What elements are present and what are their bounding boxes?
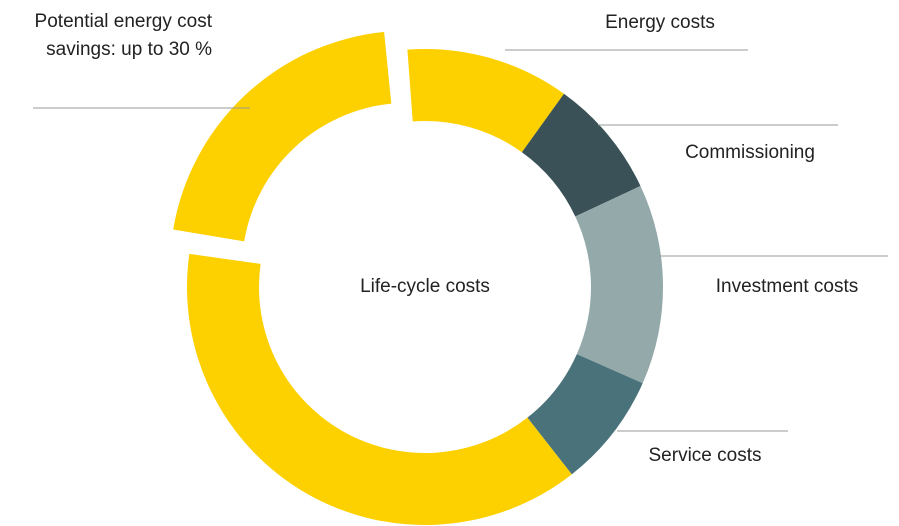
slice-label: Energy costs <box>605 12 715 33</box>
donut <box>173 31 664 525</box>
slice-label: Investment costs <box>716 276 859 297</box>
slice <box>521 93 641 217</box>
slice <box>527 354 643 475</box>
slice <box>173 31 392 242</box>
slice <box>575 185 664 384</box>
slice <box>407 49 564 153</box>
center-label: Life-cycle costs <box>360 276 490 297</box>
slice <box>187 253 572 525</box>
slice-label: Commissioning <box>685 142 815 163</box>
slice-label: Potential energy cost savings: up to 30 … <box>34 11 212 60</box>
slice-label: Service costs <box>649 445 762 466</box>
